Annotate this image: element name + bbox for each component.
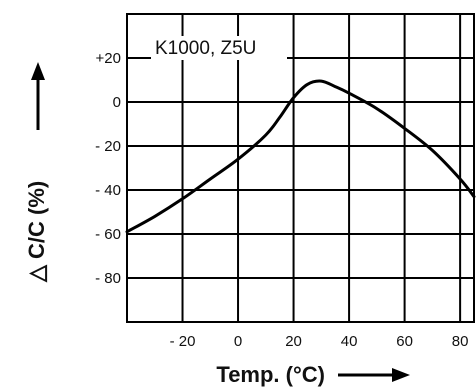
y-tick-label: +20 xyxy=(96,50,121,67)
x-axis-arrowhead-icon xyxy=(392,368,410,382)
y-axis-arrowhead-icon xyxy=(31,62,45,80)
y-tick-label: - 60 xyxy=(95,226,121,243)
legend-label: K1000, Z5U xyxy=(155,38,256,59)
x-axis-label: Temp. (°C) xyxy=(216,362,325,387)
legend-box xyxy=(151,36,287,60)
x-tick-label: 80 xyxy=(452,333,469,350)
x-tick-label: 20 xyxy=(285,333,302,350)
x-tick-label: - 20 xyxy=(170,333,196,350)
x-tick-label: 0 xyxy=(234,333,242,350)
y-tick-label: - 80 xyxy=(95,270,121,287)
y-tick-label: 0 xyxy=(113,94,121,111)
x-axis-ticks: - 20 0 20 40 60 80 xyxy=(170,333,469,350)
grid xyxy=(127,14,474,323)
x-tick-label: 60 xyxy=(396,333,413,350)
y-axis-label: △ C/C (%) xyxy=(24,181,49,283)
y-axis-ticks: +20 0 - 20 - 40 - 60 - 80 xyxy=(95,50,121,287)
series-line-k1000-z5u xyxy=(125,79,476,234)
x-tick-label: 40 xyxy=(341,333,358,350)
y-tick-label: - 40 xyxy=(95,182,121,199)
plot-frame xyxy=(126,13,475,323)
y-tick-label: - 20 xyxy=(95,138,121,155)
